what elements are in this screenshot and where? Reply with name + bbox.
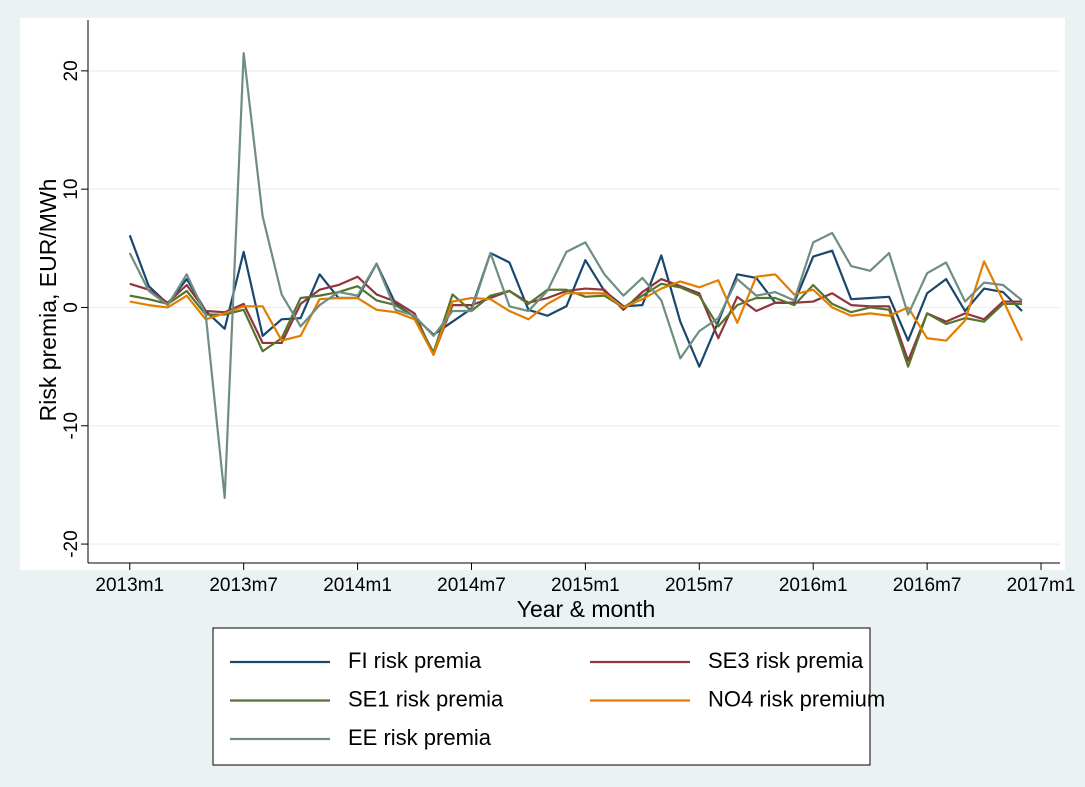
legend-label: SE3 risk premia xyxy=(708,648,864,673)
y-tick-label: 10 xyxy=(61,179,82,200)
x-tick-label: 2015m7 xyxy=(665,575,734,596)
series-line xyxy=(129,275,1023,362)
y-tick-label: 20 xyxy=(61,60,82,81)
x-axis-title: Year & month xyxy=(517,596,656,622)
y-tick-label: 0 xyxy=(61,302,82,313)
y-tick-label: -20 xyxy=(61,530,82,557)
x-tick-label: 2015m1 xyxy=(551,575,620,596)
y-axis-title: Risk premia, EUR/MWh xyxy=(35,179,61,422)
x-tick-label: 2016m7 xyxy=(893,575,962,596)
x-tick-label: 2017m1 xyxy=(1007,575,1076,596)
legend-label: FI risk premia xyxy=(348,648,482,673)
x-tick-label: 2014m7 xyxy=(437,575,506,596)
series-line xyxy=(128,234,1023,368)
x-tick-label: 2016m1 xyxy=(779,575,848,596)
y-tick-label: -10 xyxy=(61,412,82,439)
legend xyxy=(212,627,871,766)
x-tick-label: 2013m1 xyxy=(95,575,164,596)
legend-label: SE1 risk premia xyxy=(348,686,504,711)
legend-label: NO4 risk premium xyxy=(708,686,885,711)
series-line xyxy=(128,52,1023,500)
legend-label: EE risk premia xyxy=(348,725,492,750)
x-tick-label: 2013m7 xyxy=(209,575,278,596)
x-tick-label: 2014m1 xyxy=(323,575,392,596)
series-line xyxy=(129,260,1024,356)
